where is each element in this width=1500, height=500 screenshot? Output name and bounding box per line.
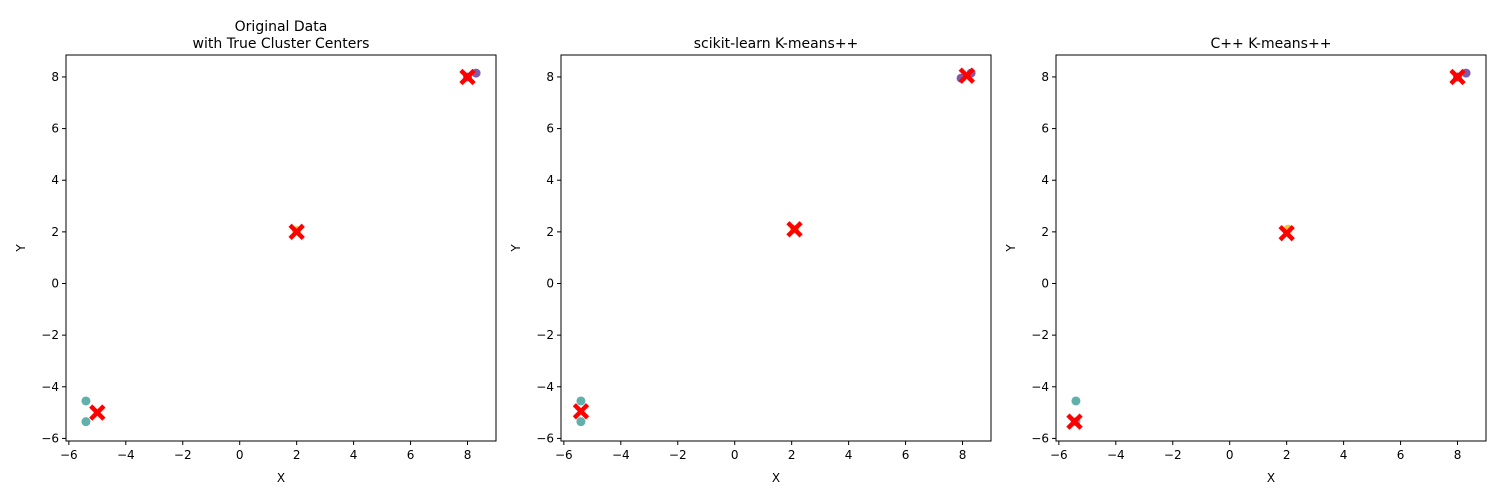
x-tick-label: 4	[845, 448, 853, 462]
x-axis-label: X	[1267, 471, 1275, 485]
y-tick-label: −6	[41, 431, 59, 445]
cluster-center-marker	[1449, 68, 1466, 86]
y-tick-label: −2	[536, 328, 554, 342]
x-tick-label: 8	[1454, 448, 1462, 462]
y-tick-label: −2	[41, 328, 59, 342]
y-tick-label: 4	[51, 173, 59, 187]
y-tick-label: −4	[1031, 380, 1049, 394]
x-tick-label: −2	[669, 448, 687, 462]
x-tick-label: 2	[293, 448, 301, 462]
y-tick-label: 8	[546, 70, 554, 84]
x-tick-label: 6	[902, 448, 910, 462]
axes-frame	[1055, 54, 1487, 442]
data-point	[576, 396, 586, 406]
y-tick-label: 8	[1041, 70, 1049, 84]
y-tick-label: 0	[1041, 277, 1049, 291]
y-tick-label: −4	[536, 380, 554, 394]
x-tick-label: −6	[60, 448, 78, 462]
axes-frame	[560, 54, 992, 442]
y-tick-label: 0	[546, 277, 554, 291]
chart-title-line: Original Data	[235, 19, 328, 35]
cluster-center-marker	[786, 221, 803, 238]
cluster-center-marker	[958, 67, 975, 84]
y-tick-label: 2	[51, 225, 59, 239]
y-tick-label: 6	[546, 122, 554, 136]
x-tick-label: −4	[117, 448, 135, 462]
cluster-center-marker	[89, 404, 106, 421]
data-point	[81, 417, 91, 427]
x-tick-label: −4	[612, 448, 630, 462]
subplot-cpp-kmeans: C++ K-means++ −6 −4 −2 0 2 4 6 8 −6 −4 −2 0 2 4 6 8 X Y	[1004, 36, 1487, 485]
axes-frame	[65, 54, 497, 442]
y-tick-label: 0	[51, 277, 59, 291]
y-axis-label: Y	[14, 244, 28, 253]
data-point	[576, 417, 586, 427]
x-axis-label: X	[277, 471, 285, 485]
y-axis-label: Y	[509, 244, 523, 253]
cluster-center-marker	[288, 223, 305, 241]
x-tick-label: −2	[174, 448, 192, 462]
cluster-center-marker	[1278, 224, 1295, 242]
x-tick-label: 0	[731, 448, 739, 462]
x-axis-label: X	[772, 471, 780, 485]
y-tick-label: 4	[546, 173, 554, 187]
x-tick-label: 2	[1283, 448, 1291, 462]
x-tick-label: 4	[1340, 448, 1348, 462]
x-tick-label: 8	[959, 448, 967, 462]
subplot-scikit-learn-kmeans: scikit-learn K-means++ −6 −4 −2 0 2 4 6 8 −6 −4 −2 0…	[509, 36, 992, 485]
x-tick-label: −2	[1164, 448, 1182, 462]
data-point	[81, 396, 91, 406]
x-tick-label: 2	[788, 448, 796, 462]
x-tick-label: −4	[1107, 448, 1125, 462]
x-tick-label: −6	[555, 448, 573, 462]
y-tick-label: 4	[1041, 173, 1049, 187]
cluster-center-marker	[459, 68, 476, 86]
y-tick-label: 6	[51, 122, 59, 136]
y-tick-label: 8	[51, 70, 59, 84]
cluster-center-marker	[1066, 413, 1083, 430]
x-tick-label: 0	[1226, 448, 1234, 462]
y-tick-label: 2	[546, 225, 554, 239]
x-tick-label: 4	[350, 448, 358, 462]
cluster-center-marker	[572, 403, 590, 420]
data-point	[1071, 396, 1081, 406]
x-tick-label: 6	[407, 448, 415, 462]
y-tick-label: −2	[1031, 328, 1049, 342]
x-tick-label: −6	[1050, 448, 1068, 462]
x-tick-label: 6	[1397, 448, 1405, 462]
y-tick-label: 2	[1041, 225, 1049, 239]
y-tick-label: −4	[41, 380, 59, 394]
y-tick-label: −6	[1031, 431, 1049, 445]
chart-title-line: with True Cluster Centers	[193, 36, 370, 52]
y-tick-label: −6	[536, 431, 554, 445]
x-tick-label: 0	[236, 448, 244, 462]
x-tick-label: 8	[464, 448, 472, 462]
y-tick-label: 6	[1041, 122, 1049, 136]
chart-title-line: C++ K-means++	[1211, 36, 1332, 52]
chart-title-line: scikit-learn K-means++	[694, 36, 859, 52]
y-axis-label: Y	[1004, 244, 1018, 253]
